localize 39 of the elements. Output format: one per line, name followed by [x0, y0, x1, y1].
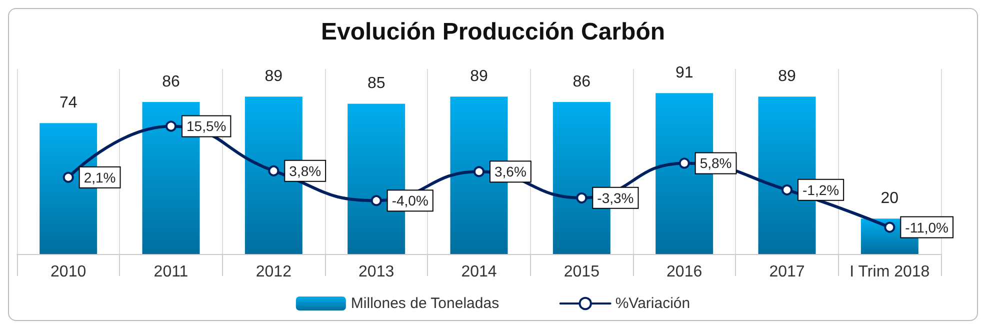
data-label: 89: [470, 68, 488, 86]
point: [884, 222, 896, 233]
data-label: 20: [880, 190, 899, 208]
x-tick-label: 2011: [154, 264, 188, 280]
x-tick-label: 2012: [256, 264, 292, 280]
x-tick-label: 2017: [769, 264, 805, 280]
data-label: 3,8%: [289, 162, 322, 179]
legend-label: Millones de Toneladas: [350, 295, 500, 312]
point: [782, 184, 792, 196]
point: [268, 165, 280, 176]
data-label: -11,0%: [905, 219, 948, 236]
point: [474, 166, 484, 178]
data-label: 86: [162, 73, 180, 90]
x-tick-label: 2016: [666, 264, 702, 280]
point: [576, 192, 588, 204]
legend-label: %Variación: [615, 295, 690, 312]
data-label: 85: [367, 75, 386, 92]
data-label: 3,6%: [494, 164, 526, 180]
x-tick-label: 2014: [461, 264, 497, 280]
data-label: 89: [264, 68, 283, 86]
point: [370, 195, 382, 206]
x-tick-label: I Trim 2018: [850, 264, 930, 280]
data-label: 15,5%: [186, 118, 226, 134]
data-label: 89: [778, 68, 796, 86]
point: [62, 172, 74, 183]
data-label: 2,1%: [84, 169, 116, 186]
data-label: 5,8%: [700, 155, 732, 172]
data-label: 86: [572, 73, 591, 90]
data-label: -3,3%: [597, 190, 634, 206]
point: [678, 158, 690, 169]
chart-title: Evolución Producción Carbón: [320, 18, 666, 46]
x-tick-label: 2015: [564, 264, 600, 280]
data-label: -1,2%: [802, 182, 840, 198]
point: [166, 120, 176, 132]
x-tick-label: 2013: [358, 264, 394, 280]
data-label: 91: [675, 64, 694, 82]
data-label: -4,0%: [392, 192, 428, 209]
x-tick-label: 2010: [50, 264, 86, 280]
data-label: 74: [59, 94, 78, 112]
